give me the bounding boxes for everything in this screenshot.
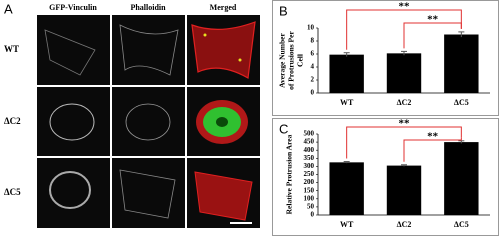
cell-merged (191, 21, 256, 79)
bar (329, 54, 364, 93)
cell-outline (125, 103, 171, 141)
significance-bracket (403, 22, 462, 49)
micrograph (37, 158, 110, 228)
x-tick-label: ΔC5 (454, 220, 469, 229)
adhesion (203, 33, 207, 37)
cell-merged (194, 171, 253, 221)
column-header: GFP-Vinculin (49, 3, 97, 12)
panel-frame (272, 0, 499, 116)
column-header: Phalloidin (130, 3, 166, 12)
adhesion (238, 58, 242, 62)
x-tick-label: ΔC5 (454, 98, 469, 107)
y-tick-label: 150 (304, 186, 315, 194)
micrograph (112, 87, 185, 156)
column-header: Merged (210, 3, 237, 12)
significance-bracket (403, 137, 462, 162)
y-tick-label: 4 (311, 63, 315, 71)
y-tick-label: 350 (304, 154, 315, 162)
cell-outline (119, 24, 179, 76)
x-tick-label: ΔC2 (397, 98, 412, 107)
bar (386, 53, 422, 93)
panel-frame (272, 118, 499, 236)
y-tick-label: 50 (307, 203, 315, 211)
x-tick-label: WT (340, 98, 354, 107)
micrograph (37, 15, 110, 85)
y-tick-label: 10 (307, 24, 315, 32)
significance-label: ** (427, 14, 439, 26)
row-label: ΔC2 (4, 116, 21, 126)
cell-outline (119, 169, 176, 219)
row-label: WT (4, 44, 19, 54)
row-label: ΔC5 (4, 187, 21, 197)
y-tick-label: 300 (304, 162, 315, 170)
y-tick-label: 400 (304, 146, 315, 154)
cell-outline (49, 171, 91, 209)
y-axis-label: Average Number (278, 33, 287, 88)
y-axis-label: Cell (296, 54, 305, 67)
scale-bar (230, 222, 252, 224)
y-tick-label: 200 (304, 178, 315, 186)
nucleus (216, 117, 228, 127)
panel-label: B (279, 3, 288, 18)
y-tick-label: 100 (304, 194, 315, 202)
y-tick-label: 8 (311, 37, 315, 45)
cell-outline (49, 103, 95, 141)
panel-label: C (279, 121, 288, 136)
y-tick-label: 250 (304, 170, 315, 178)
micrograph (37, 87, 110, 156)
bar (386, 165, 422, 215)
panel-label: A (4, 1, 13, 16)
x-tick-label: ΔC2 (397, 220, 412, 229)
significance-bracket (346, 126, 462, 159)
y-tick-label: 450 (304, 138, 315, 146)
y-tick-label: 6 (311, 50, 315, 58)
y-axis-label: Relative Protrusion Area (285, 134, 294, 214)
y-tick-label: 0 (311, 211, 315, 219)
significance-label: ** (427, 131, 439, 143)
bar (329, 162, 364, 215)
bar (444, 142, 479, 215)
x-tick-label: WT (340, 220, 354, 229)
micrograph-grid (37, 15, 260, 228)
y-tick-label: 500 (304, 130, 315, 138)
significance-label: ** (399, 118, 411, 130)
bar (444, 34, 479, 93)
significance-label: ** (399, 1, 411, 13)
y-tick-label: 2 (311, 76, 315, 84)
cell-outline (44, 29, 96, 76)
y-axis-label: of Protrusions Per (287, 31, 296, 90)
y-tick-label: 0 (311, 89, 315, 97)
significance-bracket (346, 9, 462, 50)
